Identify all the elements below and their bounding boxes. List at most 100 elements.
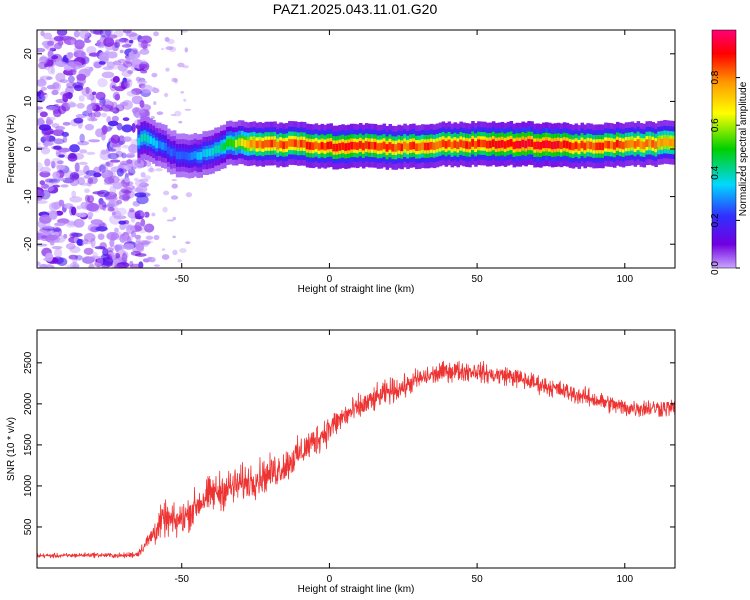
spectrogram-ridge-cell: [169, 148, 174, 157]
spectrogram-ridge-cell: [562, 140, 567, 148]
spectrogram-ridge-cell: [347, 142, 351, 151]
spectrogram-noise-blob: [65, 220, 77, 228]
spectrogram-x-label: Height of straight line (km): [298, 284, 415, 295]
spectrogram-x-tick-label: 100: [616, 274, 633, 285]
spectrogram-x-ticks: -50 0 50 100: [175, 30, 634, 285]
spectrogram-noise-blob: [139, 162, 143, 169]
spectrogram-noise-blob: [37, 47, 46, 53]
spectrogram-noise-blob: [103, 37, 115, 48]
spectrogram-noise-blob: [87, 177, 94, 184]
spectrogram-noise-blob: [116, 38, 125, 44]
spectrogram-ridge-cell: [234, 139, 239, 148]
spectrogram-noise-blob: [109, 159, 121, 163]
spectrogram-noise-blob: [165, 46, 174, 51]
spectrogram-noise-blob: [73, 30, 81, 38]
spectrogram-noise-blob: [44, 178, 58, 183]
snr-background: [37, 330, 675, 568]
spectrogram-ridge-cell: [618, 140, 623, 149]
spectrogram-noise-blob: [114, 264, 125, 268]
spectrogram-ridge-cell: [456, 141, 460, 150]
spectrogram-noise-blob: [118, 188, 131, 198]
spectrogram-ridge-cell: [308, 142, 313, 150]
spectrogram-noise-blob: [116, 199, 123, 205]
spectrogram-noise-blob: [92, 191, 105, 195]
spectrogram-ridge-cell: [267, 139, 271, 148]
spectrogram-noise-blob: [51, 55, 59, 60]
spectrogram-noise-blob: [138, 178, 149, 183]
spectrogram-ridge-cell: [672, 138, 675, 147]
spectrogram-ridge-cell: [420, 142, 425, 150]
spectrogram-noise-blob: [70, 61, 83, 70]
spectrogram-noise-blob: [142, 240, 154, 244]
spectrogram-noise-blob: [134, 221, 142, 232]
spectrogram-ridge-cell: [595, 142, 599, 151]
spectrogram-noise-blob: [119, 233, 127, 243]
spectrogram-noise-blob: [99, 55, 109, 63]
spectrogram-ridge-cell: [152, 138, 156, 146]
spectrogram-noise-blob: [119, 49, 124, 54]
spectrogram-noise-blob: [56, 30, 68, 36]
spectrogram-noise-blob: [93, 166, 102, 174]
spectrogram-ridge-cell: [358, 141, 363, 149]
spectrogram-ridge-layer: [137, 115, 675, 179]
spectrogram-noise-blob: [109, 238, 115, 248]
spectrogram-noise-blob: [38, 61, 48, 70]
spectrogram-noise-blob: [40, 75, 52, 81]
spectrogram-noise-blob: [38, 124, 52, 131]
spectrogram-noise-blob: [164, 37, 170, 42]
spectrogram-noise-blob: [106, 231, 120, 241]
snr-panel: -50 0 50 100 500 1000 1500 2000 2500 Height of …: [6, 329, 676, 595]
spectrogram-ridge-cell: [252, 139, 257, 148]
spectrogram-noise-blob: [130, 250, 142, 256]
spectrogram-ridge-cell: [547, 140, 552, 149]
spectrogram-ridge-cell: [571, 142, 576, 151]
spectrogram-noise-blob: [43, 139, 49, 149]
spectrogram-ridge-cell: [423, 142, 428, 151]
spectrogram-noise-blob: [115, 104, 125, 112]
spectrogram-noise-blob: [41, 235, 47, 239]
spectrogram-noise-blob: [184, 47, 189, 53]
spectrogram-ridge-cell: [178, 151, 183, 160]
spectrogram-noise-blob: [126, 159, 133, 165]
spectrogram-ridge-cell: [356, 142, 360, 150]
spectrogram-noise-blob: [140, 84, 153, 94]
spectrogram-noise-blob: [116, 122, 123, 131]
spectrogram-y-tick-label: 0: [23, 146, 34, 152]
spectrogram-noise-blob: [83, 39, 92, 43]
spectrogram-noise-blob: [58, 164, 66, 170]
spectrogram-noise-blob: [185, 241, 191, 245]
spectrogram-ridge-cell: [645, 139, 650, 147]
spectrogram-ridge-cell: [137, 137, 141, 146]
spectrogram-noise-blob: [37, 109, 44, 113]
spectrogram-noise-blob: [129, 263, 143, 268]
spectrogram-noise-blob: [95, 128, 104, 138]
spectrogram-ridge-cell: [208, 148, 212, 157]
spectrogram-noise-blob: [39, 263, 49, 268]
spectrogram-noise-blob: [134, 192, 147, 198]
spectrogram-noise-blob: [145, 160, 152, 167]
spectrogram-noise-blob: [106, 51, 118, 59]
spectrogram-noise-blob: [53, 138, 65, 145]
spectrogram-noise-blob: [69, 206, 74, 216]
spectrogram-ridge-cell: [577, 143, 582, 151]
spectrogram-noise-blob: [144, 223, 155, 233]
spectrogram-noise-blob: [180, 30, 189, 33]
spectrogram-noise-blob: [67, 75, 75, 83]
spectrogram-noise-blob: [43, 32, 53, 40]
spectrogram-noise-blob: [116, 168, 124, 177]
spectrogram-ridge-cell: [615, 139, 620, 148]
spectrogram-noise-blob: [40, 30, 45, 37]
spectrogram-ridge-cell: [663, 138, 667, 146]
spectrogram-noise-blob: [51, 89, 59, 96]
spectrogram-noise-blob: [40, 54, 48, 63]
spectrogram-noise-blob: [57, 105, 67, 115]
spectrogram-noise-blob: [170, 113, 177, 117]
spectrogram-ridge-cell: [651, 140, 655, 148]
spectrogram-noise-blob: [156, 111, 164, 115]
spectrogram-noise-blob: [147, 167, 155, 173]
colorbar-tick-label: 0.8: [710, 70, 721, 84]
spectrogram-noise-blob: [83, 232, 96, 243]
spectrogram-ridge-cell: [556, 140, 561, 149]
spectrogram-ridge-cell: [429, 141, 434, 150]
spectrogram-ridge-cell: [161, 142, 165, 150]
